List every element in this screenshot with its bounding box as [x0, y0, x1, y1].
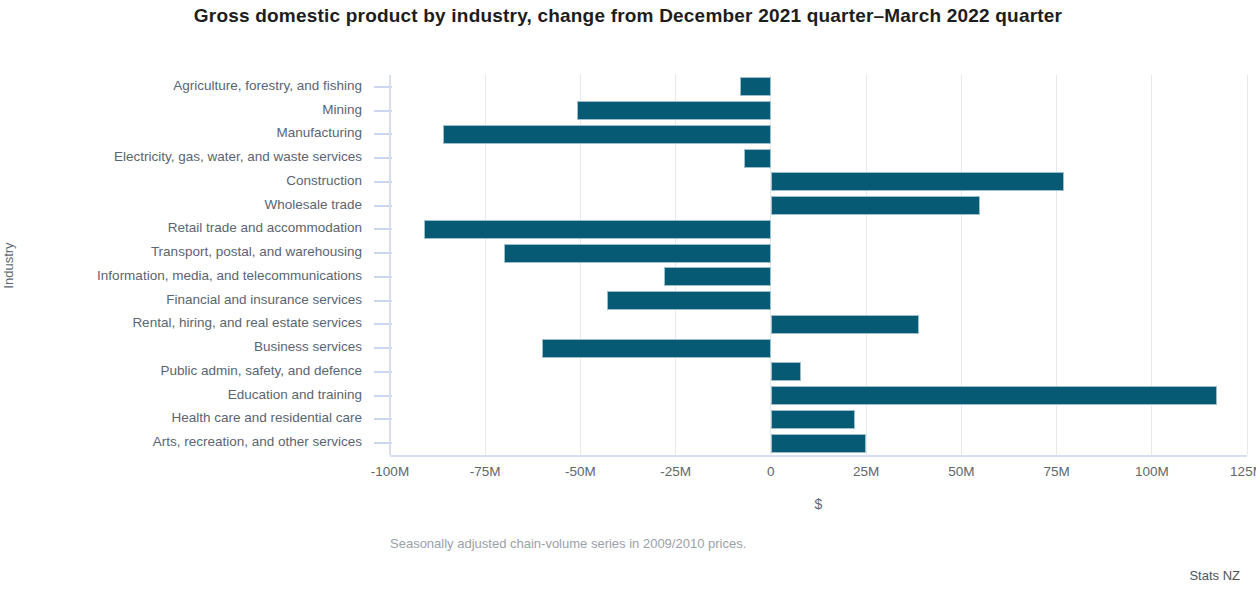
bar-arts-recreation-and-other-services [771, 434, 866, 453]
source-attribution: Stats NZ [1189, 568, 1240, 583]
x-tick-label: 50M [926, 464, 996, 479]
chart-title: Gross domestic product by industry, chan… [0, 5, 1256, 27]
bar-agriculture-forestry-and-fishing [740, 77, 770, 96]
category-label: Construction [0, 173, 362, 188]
x-tick-label: -50M [545, 464, 615, 479]
chart-canvas: Gross domestic product by industry, chan… [0, 0, 1256, 595]
x-axis-tick-labels: -100M-75M-50M-25M025M50M75M100M125M [390, 464, 1247, 482]
category-label: Health care and residential care [0, 410, 362, 425]
x-tick-label: -75M [450, 464, 520, 479]
bar-business-services [542, 339, 771, 358]
bar-wholesale-trade [771, 196, 980, 215]
bar-information-media-and-telecommunications [664, 267, 771, 286]
x-tick-label: 100M [1117, 464, 1187, 479]
category-label: Wholesale trade [0, 197, 362, 212]
x-tick-label: 125M [1212, 464, 1256, 479]
category-label: Rental, hiring, and real estate services [0, 315, 362, 330]
x-tick-label: -100M [355, 464, 425, 479]
bar-electricity-gas-water-and-waste-services [744, 149, 771, 168]
category-label: Education and training [0, 387, 362, 402]
category-label: Information, media, and telecommunicatio… [0, 268, 362, 283]
gridline-125M [1247, 75, 1248, 455]
category-label: Mining [0, 102, 362, 117]
bar-transport-postal-and-warehousing [504, 244, 771, 263]
bar-retail-trade-and-accommodation [424, 220, 771, 239]
category-label: Agriculture, forestry, and fishing [0, 78, 362, 93]
x-tick-label: 25M [831, 464, 901, 479]
bar-mining [577, 101, 771, 120]
gridline--100M [389, 75, 391, 455]
category-label: Manufacturing [0, 125, 362, 140]
category-label: Retail trade and accommodation [0, 220, 362, 235]
bar-manufacturing [443, 125, 771, 144]
plot-area [390, 75, 1247, 457]
category-label: Transport, postal, and warehousing [0, 244, 362, 259]
x-tick-label: 75M [1022, 464, 1092, 479]
category-label: Financial and insurance services [0, 292, 362, 307]
category-label: Public admin, safety, and defence [0, 363, 362, 378]
bar-health-care-and-residential-care [771, 410, 855, 429]
bar-financial-and-insurance-services [607, 291, 771, 310]
category-label: Business services [0, 339, 362, 354]
chart-footnote: Seasonally adjusted chain-volume series … [390, 536, 746, 551]
x-tick-label: -25M [641, 464, 711, 479]
bar-public-admin-safety-and-defence [771, 362, 801, 381]
y-axis-category-labels: Agriculture, forestry, and fishing Mining… [0, 75, 362, 455]
bar-education-and-training [771, 386, 1217, 405]
bar-rental-hiring-and-real-estate-services [771, 315, 920, 334]
category-label: Arts, recreation, and other services [0, 434, 362, 449]
x-tick-label: 0 [736, 464, 806, 479]
bar-construction [771, 172, 1064, 191]
x-axis-title: $ [390, 496, 1247, 512]
category-label: Electricity, gas, water, and waste servi… [0, 149, 362, 164]
